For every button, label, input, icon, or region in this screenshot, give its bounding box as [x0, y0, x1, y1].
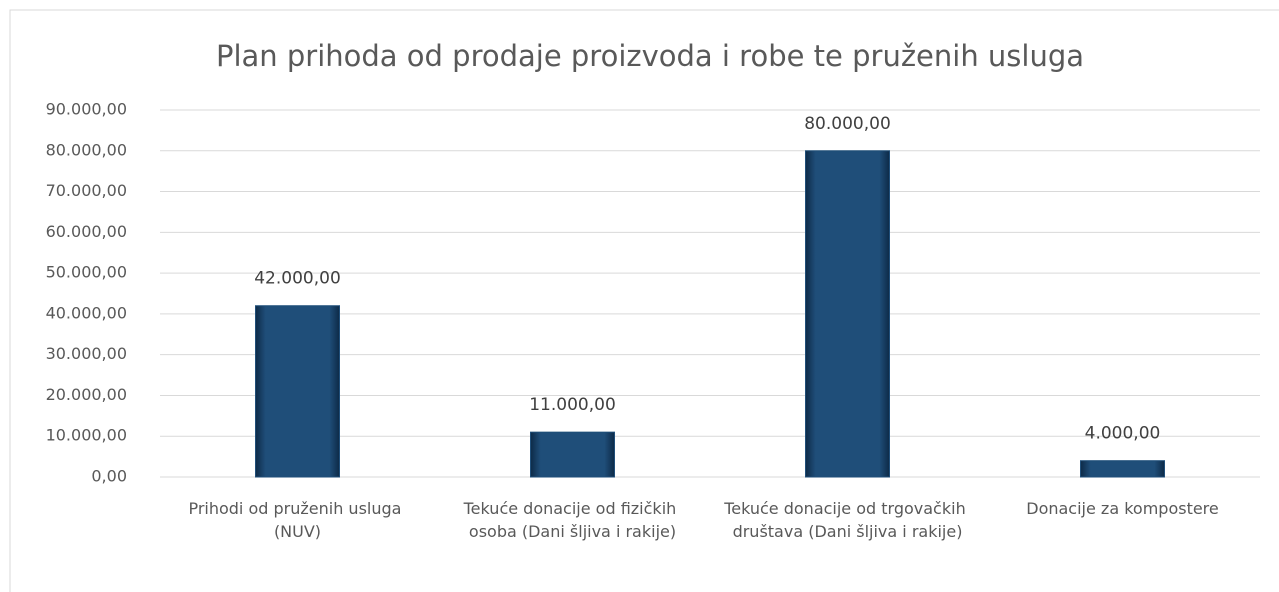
- x-tick-label: Tekuće donacije od fizičkih osoba (Dani …: [463, 499, 682, 541]
- y-tick-label: 70.000,00: [46, 181, 127, 200]
- data-label: 4.000,00: [1085, 424, 1161, 444]
- x-tick-label: Prihodi od pruženih usluga (NUV): [188, 499, 406, 541]
- y-tick-label: 80.000,00: [46, 140, 127, 159]
- y-tick-label: 40.000,00: [46, 303, 127, 322]
- bar: [255, 305, 340, 478]
- y-tick-label: 10.000,00: [46, 426, 127, 445]
- chart-frame: [9, 9, 1279, 592]
- y-tick-label: 20.000,00: [46, 385, 127, 404]
- y-tick-label: 50.000,00: [46, 263, 127, 282]
- y-tick-label: 30.000,00: [46, 344, 127, 363]
- x-tick-label: Donacije za kompostere: [1026, 499, 1219, 518]
- y-tick-label: 60.000,00: [46, 222, 127, 241]
- data-label: 11.000,00: [529, 395, 616, 415]
- bar: [805, 150, 890, 478]
- chart-title: Plan prihoda od prodaje proizvoda i robe…: [216, 39, 1084, 73]
- y-tick-label: 90.000,00: [46, 100, 127, 119]
- bar: [530, 431, 615, 478]
- x-tick-label: Tekuće donacije od trgovačkih društava (…: [723, 499, 971, 541]
- data-label: 80.000,00: [804, 114, 891, 134]
- data-label: 42.000,00: [254, 269, 341, 289]
- bar: [1080, 460, 1165, 478]
- y-tick-label: 0,00: [91, 467, 127, 486]
